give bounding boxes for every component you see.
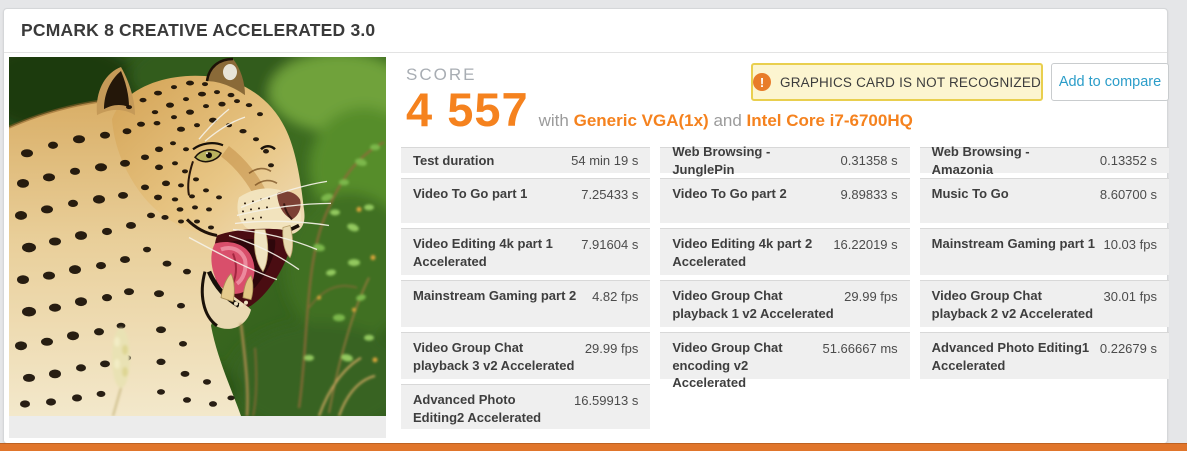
result-value: 9.89833 s: [840, 187, 898, 202]
result-cell: Advanced Photo Editing1 Accelerated 0.226…: [919, 332, 1169, 379]
results-grid: Test duration 54 min 19 s Web Browsing - …: [401, 144, 1169, 429]
score-and-word: and: [713, 111, 742, 130]
result-label: Video Editing 4k part 2 Accelerated: [672, 236, 813, 269]
result-value: 16.22019 s: [833, 237, 898, 252]
graphics-warning-badge: ! GRAPHICS CARD IS NOT RECOGNIZED: [751, 63, 1043, 101]
score-block: SCORE 4 557 with Generic VGA(1x) and Int…: [406, 65, 913, 133]
add-to-compare-button[interactable]: Add to compare: [1051, 63, 1169, 101]
warning-exclamation-icon: !: [753, 73, 771, 91]
result-label: Video Group Chat playback 1 v2 Accelerat…: [672, 288, 834, 321]
result-value: 8.60700 s: [1099, 187, 1157, 202]
result-value: 16.59913 s: [573, 393, 639, 408]
result-value: 51.66667 ms: [822, 341, 898, 356]
result-cell-empty: [920, 384, 1169, 429]
score-with-word: with: [538, 111, 569, 130]
result-cell-empty: [660, 384, 909, 429]
result-label: Music To Go: [931, 186, 1009, 201]
header-divider: [4, 52, 1167, 53]
result-cell: Music To Go 8.60700 s: [919, 178, 1169, 223]
result-cell: Video Editing 4k part 2 Accelerated 16.22…: [660, 228, 910, 275]
score-cpu-name: Intel Core i7-6700HQ: [746, 111, 913, 130]
leopard-illustration: [9, 57, 386, 416]
result-label: Web Browsing - JunglePin: [672, 143, 771, 177]
result-cell: Video Group Chat playback 2 v2 Accelerat…: [919, 280, 1169, 327]
result-value: 4.82 fps: [592, 289, 639, 304]
result-cell: Video Editing 4k part 1 Accelerated 7.916…: [401, 228, 651, 275]
result-value: 0.13352 s: [1099, 153, 1157, 169]
result-label: Mainstream Gaming part 1: [931, 236, 1095, 251]
leopard-photo: [9, 57, 386, 416]
result-label: Video Group Chat playback 2 v2 Accelerat…: [931, 288, 1094, 321]
score-description: with Generic VGA(1x) and Intel Core i7-6…: [539, 111, 913, 131]
results-card: PCMARK 8 CREATIVE ACCELERATED 3.0: [3, 8, 1169, 444]
result-label: Test duration: [413, 152, 495, 168]
result-label: Video To Go part 1: [413, 186, 528, 201]
result-value: 0.22679 s: [1099, 341, 1157, 356]
result-label: Mainstream Gaming part 2: [413, 288, 577, 303]
photo-caption-strip: [9, 416, 386, 438]
result-label: Video To Go part 2: [672, 186, 787, 201]
page-title: PCMARK 8 CREATIVE ACCELERATED 3.0: [21, 20, 376, 40]
result-label: Video Editing 4k part 1 Accelerated: [413, 236, 553, 269]
result-value: 30.01 fps: [1103, 289, 1157, 304]
result-label: Video Group Chat encoding v2 Accelerated: [672, 340, 783, 391]
warning-text: GRAPHICS CARD IS NOT RECOGNIZED: [780, 74, 1041, 90]
result-value: 29.99 fps: [584, 341, 639, 356]
score-value: 4 557: [406, 83, 529, 136]
result-cell: Web Browsing - Amazonia 0.13352 s: [919, 144, 1169, 177]
result-label: Web Browsing - Amazonia: [931, 143, 1030, 177]
result-cell: Mainstream Gaming part 1 10.03 fps: [919, 228, 1169, 275]
result-value: 29.99 fps: [844, 289, 898, 304]
score-label: SCORE: [406, 65, 477, 84]
bottom-orange-bar: [0, 443, 1187, 451]
result-cell: Video To Go part 2 9.89833 s: [660, 178, 910, 223]
result-label: Advanced Photo Editing1 Accelerated: [931, 340, 1090, 373]
result-cell: Video To Go part 1 7.25433 s: [401, 178, 651, 223]
result-label: Video Group Chat playback 3 v2 Accelerat…: [413, 340, 575, 373]
result-value: 54 min 19 s: [571, 153, 639, 169]
result-cell: Web Browsing - JunglePin 0.31358 s: [660, 144, 910, 177]
result-value: 0.31358 s: [840, 153, 898, 169]
result-cell: Advanced Photo Editing2 Accelerated 16.59…: [401, 384, 651, 429]
result-value: 7.91604 s: [581, 237, 639, 252]
result-value: 10.03 fps: [1103, 237, 1157, 252]
result-cell: Video Group Chat playback 1 v2 Accelerat…: [660, 280, 910, 327]
result-label: Advanced Photo Editing2 Accelerated: [413, 392, 542, 425]
benchmark-photo-panel: [9, 57, 386, 438]
result-cell: Test duration 54 min 19 s: [401, 147, 651, 173]
result-cell: Mainstream Gaming part 2 4.82 fps: [401, 280, 651, 327]
score-gpu-name: Generic VGA(1x): [573, 111, 709, 130]
result-value: 7.25433 s: [581, 187, 639, 202]
result-cell: Video Group Chat encoding v2 Accelerated…: [660, 332, 910, 390]
result-cell: Video Group Chat playback 3 v2 Accelerat…: [401, 332, 651, 379]
